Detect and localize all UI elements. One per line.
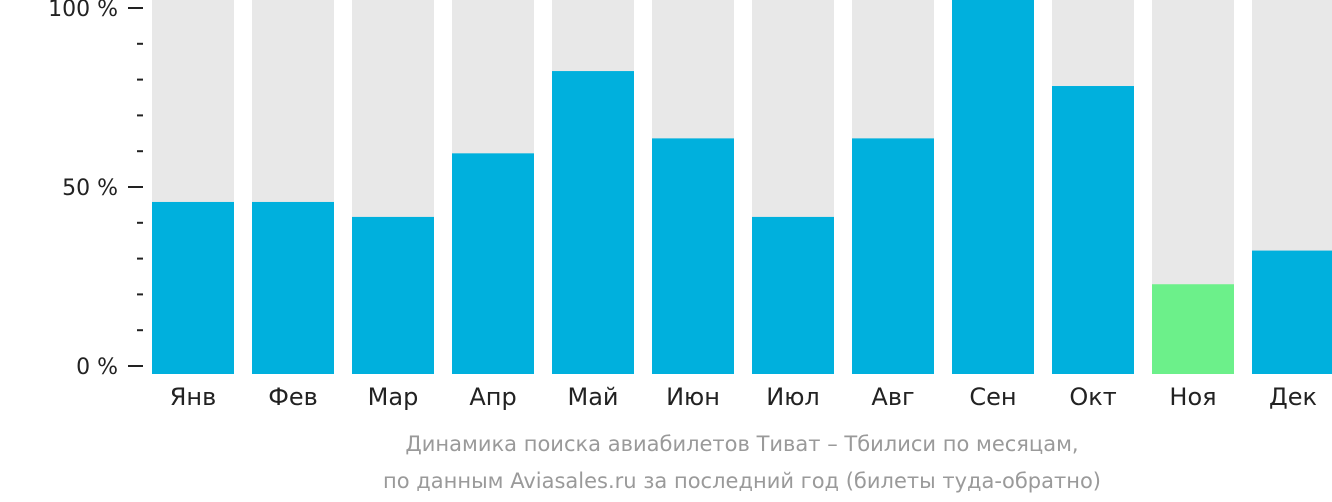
x-tick-label: Фев xyxy=(268,383,318,411)
bar xyxy=(1052,86,1134,375)
bar xyxy=(552,71,634,374)
x-tick-label: Янв xyxy=(170,383,217,411)
x-tick-label: Авг xyxy=(871,383,914,411)
bar xyxy=(852,138,934,374)
x-tick-label: Ноя xyxy=(1169,383,1216,411)
bar xyxy=(152,201,234,374)
x-tick-label: Дек xyxy=(1269,383,1317,411)
x-tick-label: Апр xyxy=(469,383,516,411)
bar xyxy=(952,0,1034,374)
x-tick-label: Сен xyxy=(969,383,1016,411)
x-tick-label: Окт xyxy=(1069,383,1116,411)
x-tick-label: Мар xyxy=(368,383,419,411)
chart-caption-line-2: по данным Aviasales.ru за последний год … xyxy=(383,469,1101,493)
y-tick-label: 50 % xyxy=(62,176,118,201)
chart-caption-line-1: Динамика поиска авиабилетов Тиват – Тбил… xyxy=(405,432,1078,456)
x-tick-label: Май xyxy=(567,383,618,411)
bar xyxy=(652,138,734,374)
y-axis: 100 % 50 % 0 % xyxy=(48,0,143,380)
bar xyxy=(1152,284,1234,374)
y-tick-label: 100 % xyxy=(48,0,118,22)
y-tick-label: 0 % xyxy=(76,355,118,380)
x-tick-label: Июл xyxy=(766,383,820,411)
bars xyxy=(152,0,1332,375)
bar xyxy=(252,201,334,374)
bar xyxy=(752,216,834,374)
x-axis-labels: Янв Фев Мар Апр Май Июн Июл Авг Сен Окт Ноя Дек xyxy=(170,383,1317,411)
bar xyxy=(352,216,434,374)
bar xyxy=(1252,250,1332,374)
bar xyxy=(452,153,534,374)
x-tick-label: Июн xyxy=(666,383,720,411)
